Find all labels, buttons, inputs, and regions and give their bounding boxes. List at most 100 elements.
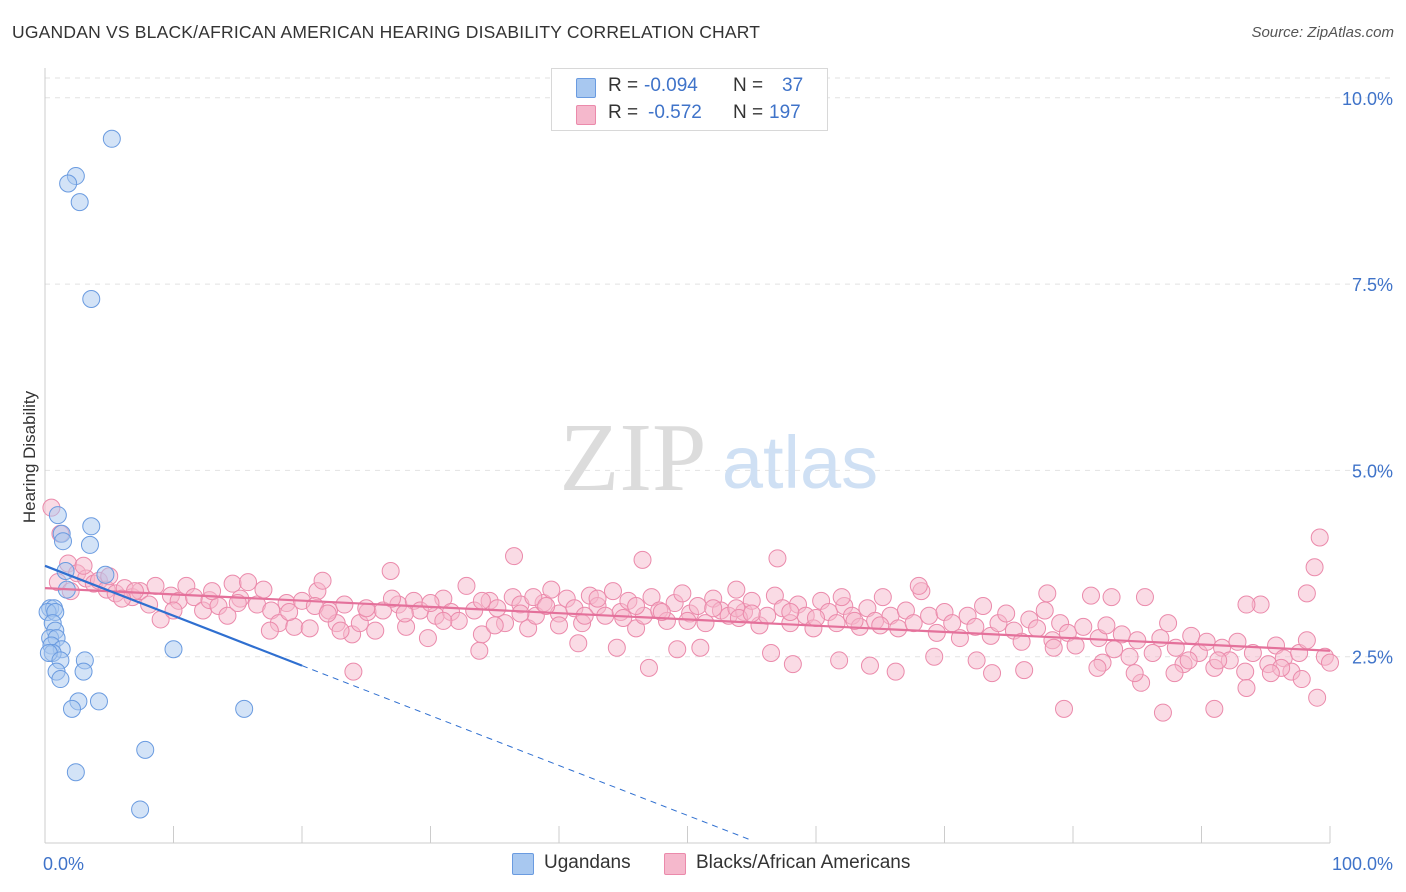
black-african-american-point-209 (1102, 588, 1121, 607)
black-african-american-point-23 (223, 574, 242, 593)
black-african-americans-legend-label: Blacks/African Americans (696, 852, 911, 873)
black-african-american-point-207 (909, 576, 928, 595)
black-african-american-point-229 (472, 591, 491, 610)
black-african-american-point-203 (505, 547, 524, 566)
black-african-american-point-155 (1236, 662, 1255, 681)
r-value-ugandans: -0.094 (644, 75, 698, 96)
black-african-american-point-193 (983, 664, 1002, 683)
n-label: N = (733, 102, 764, 123)
black-african-american-point-163 (1297, 631, 1316, 650)
black-african-american-point-186 (1209, 651, 1228, 670)
black-african-american-point-84 (688, 597, 707, 616)
black-african-american-point-42 (366, 621, 385, 640)
black-african-american-point-44 (381, 562, 400, 581)
r-label: R = (608, 102, 639, 123)
ugandan-point-32 (89, 692, 108, 711)
black-african-american-point-53 (449, 611, 468, 630)
ugandan-point-0 (102, 129, 121, 148)
chart-source: Source: ZipAtlas.com (1251, 24, 1394, 41)
black-african-american-point-78 (642, 588, 661, 607)
ugandans-swatch (576, 78, 596, 98)
black-african-american-point-54 (457, 576, 476, 595)
black-african-american-point-237 (614, 608, 633, 627)
series-black-african-american (42, 498, 1339, 722)
black-african-american-point-205 (768, 549, 787, 568)
black-african-american-point-134 (1074, 617, 1093, 636)
black-african-american-point-228 (434, 611, 453, 630)
black-african-american-point-211 (1297, 584, 1316, 603)
black-african-american-point-187 (1237, 679, 1256, 697)
black-african-american-point-241 (704, 599, 723, 618)
black-african-american-point-22 (218, 606, 237, 625)
black-african-american-point-201 (1205, 699, 1224, 718)
black-african-american-point-73 (603, 582, 622, 601)
ugandan-point-5 (48, 506, 67, 525)
y-tick-label-0: 2.5% (1352, 648, 1393, 668)
trend-line-black-african-americans (44, 587, 1331, 652)
n-value-black-african-americans: 197 (769, 102, 801, 123)
ugandan-point-35 (136, 740, 155, 759)
black-african-american-point-240 (678, 611, 697, 630)
black-african-american-point-33 (300, 619, 319, 638)
black-african-american-point-195 (1125, 664, 1144, 683)
black-african-american-point-169 (331, 621, 350, 640)
black-african-american-point-164 (1305, 558, 1324, 577)
y-axis-label: Hearing Disability (20, 390, 39, 523)
black-african-american-point-124 (997, 604, 1016, 623)
black-african-american-point-128 (1028, 619, 1047, 638)
black-african-american-point-170 (470, 641, 489, 660)
black-african-american-point-182 (1044, 638, 1063, 657)
black-african-american-point-174 (691, 638, 710, 657)
black-african-american-point-85 (696, 614, 715, 633)
n-value-ugandans: 37 (782, 75, 804, 96)
black-african-american-point-117 (943, 614, 962, 633)
black-african-american-point-156 (1243, 643, 1262, 662)
black-african-american-point-135 (1081, 586, 1100, 605)
black-african-american-point-167 (1321, 653, 1339, 672)
black-african-americans-swatch (576, 105, 596, 125)
x-tick-label-end: 100.0% (1332, 854, 1393, 874)
ugandan-point-3 (70, 193, 89, 212)
black-african-americans-legend-swatch (664, 853, 686, 875)
ugandan-point-36 (66, 763, 85, 782)
black-african-american-point-192 (886, 662, 905, 681)
black-african-american-point-89 (727, 580, 746, 599)
ugandan-point-33 (62, 699, 81, 718)
black-african-american-point-200 (1153, 703, 1172, 722)
black-african-american-point-171 (569, 634, 588, 653)
ugandans-legend-swatch (512, 853, 534, 875)
black-african-american-point-214 (74, 556, 93, 575)
r-label: R = (608, 75, 639, 96)
ugandan-point-29 (74, 662, 93, 681)
ugandan-point-4 (82, 290, 101, 309)
black-african-american-point-196 (1179, 651, 1198, 670)
black-african-american-point-247 (871, 616, 890, 635)
black-african-american-point-49 (418, 629, 437, 648)
trend-line-ugandans (44, 564, 303, 667)
black-african-american-point-206 (832, 588, 851, 607)
watermark-zip: ZIP (560, 404, 707, 512)
black-african-american-point-137 (1097, 616, 1116, 635)
black-african-american-point-143 (1143, 643, 1162, 662)
x-tick-label-start: 0.0% (43, 854, 84, 874)
black-african-american-point-13 (146, 576, 165, 595)
black-african-american-point-144 (1151, 629, 1170, 648)
n-label: N = (733, 75, 764, 96)
black-african-american-point-35 (313, 571, 332, 590)
black-african-american-point-139 (1112, 625, 1131, 644)
black-african-american-point-126 (1012, 632, 1031, 651)
black-african-american-point-197 (1261, 664, 1280, 683)
black-african-american-point-226 (395, 604, 414, 623)
axes (44, 68, 1331, 844)
black-african-american-point-231 (511, 604, 530, 623)
black-african-american-point-245 (807, 608, 825, 627)
black-african-american-point-234 (550, 616, 568, 635)
black-african-american-point-239 (652, 602, 671, 621)
black-african-american-point-65 (542, 580, 561, 599)
black-african-american-point-176 (762, 643, 781, 662)
black-african-american-point-199 (1055, 699, 1074, 718)
black-african-american-point-129 (1035, 601, 1054, 620)
ugandan-point-30 (51, 670, 70, 689)
black-african-american-point-177 (830, 651, 849, 670)
black-african-american-point-189 (344, 662, 363, 681)
